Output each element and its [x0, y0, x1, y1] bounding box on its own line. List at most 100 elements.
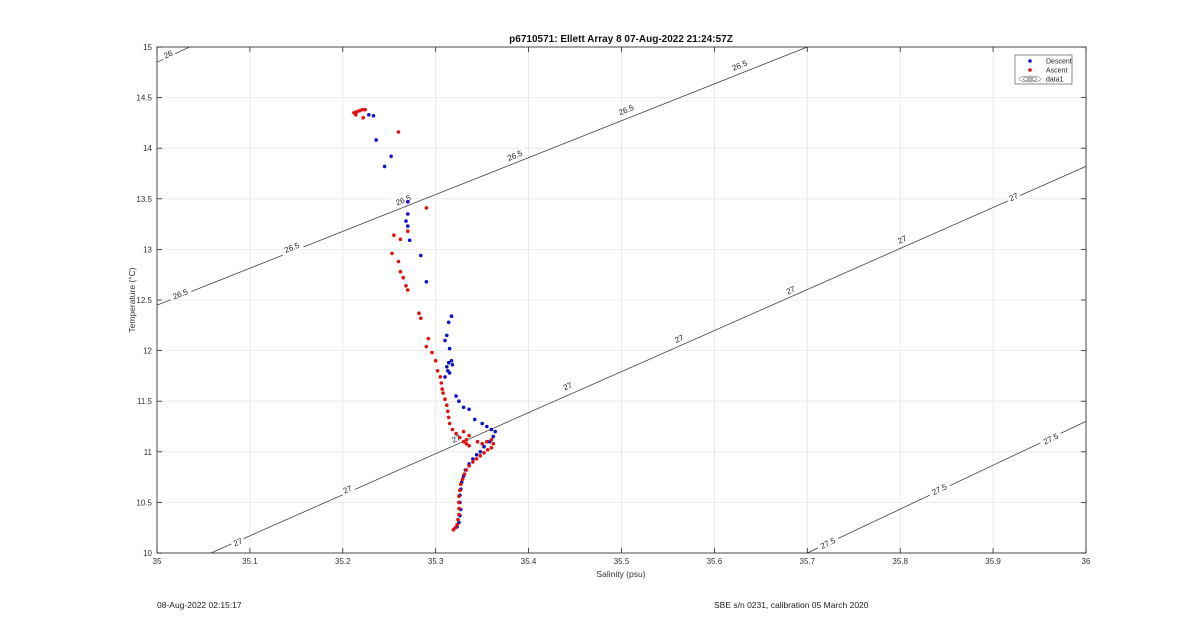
contour-label-bg [390, 191, 416, 209]
ascent-point [485, 439, 489, 444]
descent-point [371, 114, 376, 118]
ascent-point [457, 506, 461, 511]
ascent-point [443, 397, 447, 402]
descent-point [489, 427, 494, 432]
legend-ascent-label: Ascent [1046, 68, 1067, 75]
x-tick-label: 35.4 [521, 557, 537, 566]
ascent-point [447, 421, 452, 426]
y-tick-label: 10 [143, 549, 152, 558]
ascent-point [458, 488, 462, 493]
descent-point [491, 434, 496, 439]
descent-point [449, 314, 454, 319]
ascent-point [455, 522, 459, 527]
legend-descent-marker [1028, 59, 1032, 63]
ascent-point [464, 441, 469, 446]
contour-label-bg [1038, 429, 1063, 448]
legend: Descent Ascent data1 [1014, 54, 1073, 85]
descent-point [485, 424, 489, 429]
ascent-point [471, 460, 475, 464]
contour-label-group: 27 [229, 534, 246, 550]
contour-label: 27 [673, 333, 685, 345]
ascent-point [435, 369, 440, 373]
descent-point [457, 399, 461, 404]
descent-point [474, 453, 479, 457]
ascent-point [360, 107, 365, 112]
ascent-point [462, 472, 467, 476]
contour-label: 27 [1008, 191, 1020, 203]
descent-point [454, 394, 458, 398]
legend-descent-label: Descent [1046, 59, 1072, 66]
ascent-point [424, 206, 429, 210]
x-tick-label: 36 [1082, 557, 1091, 566]
descent-point [404, 219, 408, 223]
contour-label-bg [782, 282, 799, 298]
x-tick-label: 35.1 [242, 557, 258, 566]
footer-calibration: SBE s/n 0231, calibration 05 March 2020 [714, 600, 869, 610]
contour-label-bg [279, 238, 304, 257]
ascent-point [467, 464, 471, 468]
contour-label-bg [894, 232, 911, 247]
contour-label-bg [926, 479, 952, 499]
contour-label-bg [229, 534, 246, 550]
y-tick-label: 15 [143, 43, 152, 52]
contour-label-bg [339, 481, 356, 497]
x-tick-label: 35.5 [614, 557, 630, 566]
ascent-point [461, 429, 466, 434]
y-tick-label: 10.5 [136, 498, 152, 507]
contour-line [210, 166, 1087, 554]
descent-point [406, 224, 410, 228]
chart-title: p6710571: Ellett Array 8 07-Aug-2022 21:… [509, 34, 733, 45]
ascent-point [459, 482, 463, 487]
ascent-point [419, 316, 423, 321]
contour-label: 27 [342, 484, 354, 496]
ascent-point [475, 439, 480, 444]
descent-point [374, 138, 379, 142]
descent-point [478, 450, 483, 454]
ascent-point [430, 350, 434, 355]
ascent-point [482, 451, 486, 455]
descent-point [482, 444, 486, 449]
ascent-point [474, 457, 479, 461]
contour-label: 27 [232, 536, 244, 548]
ascent-point [454, 431, 458, 436]
y-tick-label: 12 [143, 347, 152, 356]
ascent-point [489, 446, 494, 450]
y-tick-label: 13 [143, 245, 152, 254]
descent-point [406, 212, 410, 216]
data-points [352, 107, 498, 532]
descent-point [446, 320, 451, 325]
ascent-point [446, 415, 451, 420]
ascent-point [464, 437, 469, 442]
ascent-point [406, 229, 410, 233]
ascent-point [491, 441, 496, 446]
ascent-point [445, 403, 449, 408]
ascent-point [440, 387, 445, 391]
ascent-point [406, 288, 410, 292]
ascent-point [417, 311, 421, 316]
descent-point [382, 164, 387, 169]
ascent-point [478, 454, 483, 458]
ascent-point [392, 233, 396, 237]
y-tick-label: 11.5 [137, 397, 153, 406]
descent-point [424, 280, 429, 284]
ascent-point [480, 441, 485, 446]
contour-label-bg [815, 533, 840, 553]
descent-point [467, 407, 471, 412]
contour-label-group: 26 [160, 46, 177, 62]
ascent-point [457, 512, 461, 517]
contour-label: 26 [162, 48, 174, 60]
ascent-point [456, 517, 460, 522]
ascent-point [446, 409, 450, 414]
ascent-point [404, 284, 408, 288]
contour-label: 27 [785, 284, 797, 296]
x-tick-label: 35.3 [428, 557, 444, 566]
contour-label-group: 27 [339, 481, 356, 497]
descent-point [493, 429, 498, 434]
contour-label-bg [613, 100, 639, 119]
x-tick-label: 35.7 [800, 557, 816, 566]
descent-point [446, 360, 451, 365]
contour-label-bg [727, 56, 752, 74]
ascent-point [467, 443, 471, 448]
footer-timestamp: 08-Aug-2022 02:15:17 [157, 600, 242, 610]
